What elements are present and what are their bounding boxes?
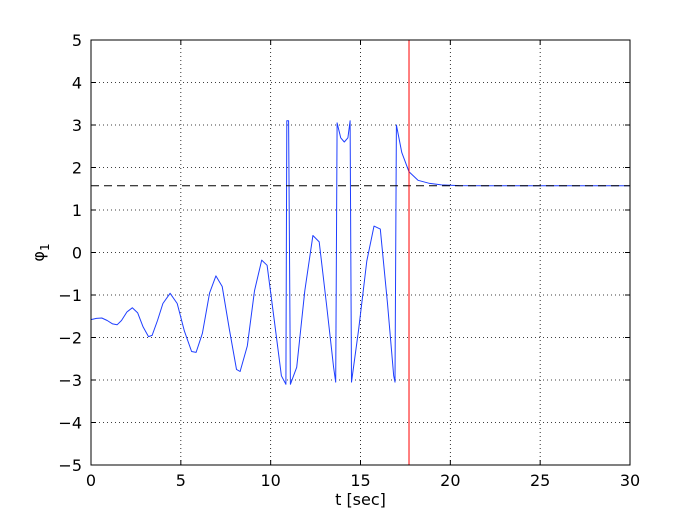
y-axis-label-main: φ — [29, 251, 48, 262]
x-tick-label: 30 — [620, 471, 640, 490]
phi1-trajectory-line — [90, 120, 630, 385]
data-series — [90, 120, 630, 385]
svg-text:φ1: φ1 — [29, 243, 52, 261]
y-axis-label: φ1 — [29, 243, 52, 261]
y-tick-label: −4 — [58, 414, 82, 433]
y-tick-label: 5 — [72, 31, 82, 50]
x-tick-label: 10 — [260, 471, 280, 490]
x-tick-label: 0 — [86, 471, 96, 490]
y-tick-label: 1 — [72, 201, 82, 220]
x-tick-label: 25 — [530, 471, 550, 490]
y-tick-label: −1 — [58, 286, 82, 305]
y-tick-label: −5 — [58, 456, 82, 475]
x-tick-label: 15 — [350, 471, 370, 490]
axis-ticks — [90, 39, 631, 466]
x-tick-label: 20 — [440, 471, 460, 490]
x-tick-label: 5 — [176, 471, 186, 490]
x-axis-label: t [sec] — [335, 490, 386, 509]
y-axis-label-subscript: 1 — [38, 243, 52, 251]
y-tick-label: 0 — [72, 244, 82, 263]
grid-lines — [91, 40, 630, 465]
x-tick-labels: 0 5 10 15 20 25 30 — [86, 471, 640, 490]
y-tick-label: −2 — [58, 329, 82, 348]
y-tick-label: 3 — [72, 116, 82, 135]
y-tick-label: 4 — [72, 74, 82, 93]
y-tick-label: 2 — [72, 159, 82, 178]
y-tick-label: −3 — [58, 371, 82, 390]
y-tick-labels: −5 −4 −3 −2 −1 0 1 2 3 4 5 — [58, 31, 82, 475]
